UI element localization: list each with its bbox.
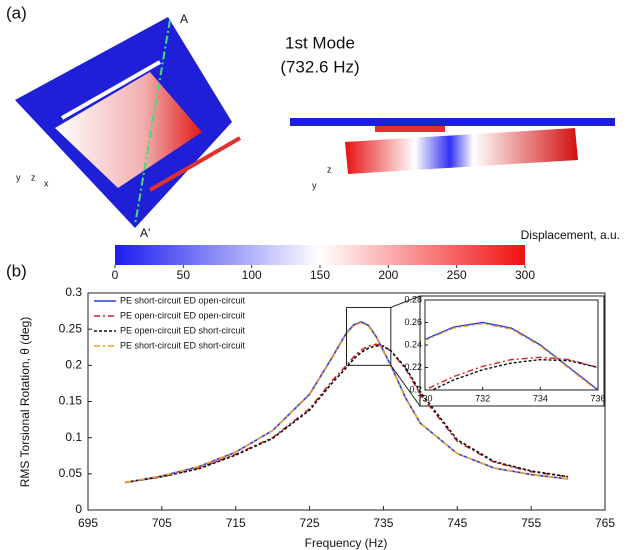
y-tick-label: 0.3	[65, 285, 82, 299]
beam-part	[375, 126, 445, 132]
mode-frequency: (732.6 Hz)	[280, 57, 359, 76]
axis-triad: x	[44, 178, 49, 188]
colorbar-tick-label: 150	[310, 268, 330, 282]
inset-x-tick-label: 734	[533, 393, 548, 403]
point-label: A'	[140, 226, 150, 240]
legend-label: PE open-circuit ED open-circuit	[120, 310, 246, 320]
inset-y-tick-label: 0.2	[409, 384, 422, 394]
inset-x-tick-label: 730	[417, 393, 432, 403]
y-tick-label: 0.1	[65, 430, 82, 444]
colorbar-tick-label: 0	[112, 268, 119, 282]
y-tick-label: 0	[75, 502, 82, 516]
inset-y-tick-label: 0.28	[404, 294, 422, 304]
x-tick-label: 705	[152, 516, 172, 530]
x-tick-label: 715	[226, 516, 246, 530]
legend-label: PE short-circuit ED short-circuit	[120, 340, 246, 350]
x-tick-label: 745	[447, 516, 467, 530]
point-label: A	[180, 12, 188, 26]
colorbar	[115, 245, 525, 265]
axis-triad: y	[312, 180, 317, 190]
colorbar-tick-label: 300	[515, 268, 535, 282]
inset-axes	[425, 300, 598, 390]
inset-y-tick-label: 0.22	[404, 362, 422, 372]
panel-label: (b)	[6, 261, 27, 280]
y-tick-label: 0.25	[59, 321, 83, 335]
colorbar-tick-label: 100	[242, 268, 262, 282]
panel-label: (a)	[6, 3, 27, 22]
legend-label: PE open-circuit ED short-circuit	[120, 325, 246, 335]
y-tick-label: 0.05	[59, 466, 83, 480]
figure: (a) A A' y z x 1st Mode (732.6 Hz) z y D…	[0, 0, 627, 550]
x-tick-label: 725	[300, 516, 320, 530]
inset-x-tick-label: 732	[475, 393, 490, 403]
x-tick-label: 735	[373, 516, 393, 530]
x-axis-label: Frequency (Hz)	[305, 536, 388, 550]
colorbar-tick-label: 250	[447, 268, 467, 282]
colorbar-tick-label: 200	[378, 268, 398, 282]
colorbar-tick-label: 50	[177, 268, 191, 282]
y-tick-label: 0.15	[59, 394, 83, 408]
x-tick-label: 765	[595, 516, 615, 530]
legend-label: PE short-circuit ED open-circuit	[120, 295, 246, 305]
inset-x-tick-label: 736	[590, 393, 605, 403]
axis-triad: z	[31, 172, 36, 182]
colorbar-label: Displacement, a.u.	[521, 228, 620, 242]
y-tick-label: 0.2	[65, 358, 82, 372]
inset-y-tick-label: 0.26	[404, 317, 422, 327]
axis-triad: z	[327, 164, 332, 174]
y-axis-label: RMS Torsional Rotation, θ (deg)	[18, 317, 32, 488]
beam	[290, 118, 615, 126]
axis-triad: y	[16, 172, 21, 182]
beam-slab	[345, 128, 578, 174]
mode-title: 1st Mode	[285, 33, 355, 52]
inset-y-tick-label: 0.24	[404, 339, 422, 349]
x-tick-label: 755	[521, 516, 541, 530]
x-tick-label: 695	[78, 516, 98, 530]
